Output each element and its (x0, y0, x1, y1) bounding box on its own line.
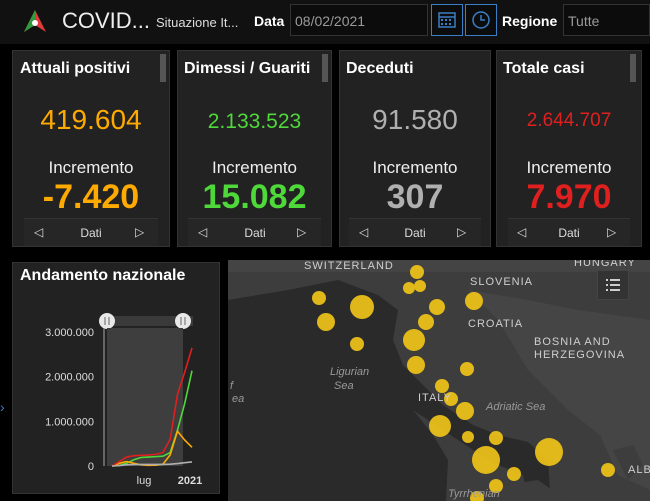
next-arrow-icon[interactable]: ▷ (457, 225, 467, 239)
prev-arrow-icon[interactable]: ◁ (198, 225, 208, 239)
card-increment-label: Incremento (48, 158, 134, 177)
map-label-italy: ITALY (418, 392, 452, 404)
card-pager: ◁ Dati ▷ (508, 218, 630, 246)
card-title: Totale casi (503, 60, 585, 77)
map-label-albania: ALBAN (628, 464, 650, 476)
x-tick-label: lug (137, 475, 152, 487)
prev-arrow-icon[interactable]: ◁ (517, 225, 527, 239)
card-title: Deceduti (346, 60, 414, 77)
calendar-icon (438, 12, 456, 28)
selected-range-shade (107, 328, 183, 466)
map-label-herzegovina: HERZEGOVINA (534, 349, 626, 361)
map-view[interactable]: SWITZERLAND SLOVENIA HUNGARY CROATIA BOS… (228, 260, 650, 501)
clock-icon (472, 11, 490, 29)
card-scrollbar[interactable] (160, 54, 166, 82)
map-label-ligurian: Ligurian (330, 366, 370, 378)
card-value: 2.133.523 (207, 110, 302, 133)
card-value: 419.604 (40, 104, 142, 135)
map-label-bosnia: BOSNIA AND (534, 336, 611, 348)
card-increment-label: Incremento (211, 158, 298, 177)
map-label-croatia: CROATIA (468, 318, 524, 330)
national-trend-chart[interactable]: 3.000.000 2.000.000 1.000.000 0 lug 2021 (12, 300, 220, 494)
legend-button[interactable] (597, 270, 629, 300)
map-label-ligurian-sea: Sea (334, 380, 354, 392)
y-tick-label: 0 (88, 461, 94, 473)
next-arrow-icon[interactable]: ▷ (297, 225, 307, 239)
case-bubbles[interactable] (312, 265, 615, 501)
map-canvas[interactable] (228, 260, 650, 501)
card-value: 2.644.707 (526, 110, 612, 131)
date-input[interactable]: 08/02/2021 (290, 4, 428, 36)
region-select[interactable]: Tutte (563, 4, 650, 36)
pager-label[interactable]: Dati (244, 226, 266, 240)
series-line-3 (111, 461, 193, 467)
map-label-switzerland: SWITZERLAND (304, 260, 394, 272)
region-label: Regione (502, 13, 558, 29)
chart-title: Andamento nazionale (20, 267, 186, 284)
x-tick-label: 2021 (178, 475, 202, 487)
card-title: Attuali positivi (20, 60, 131, 77)
card-totale-casi (496, 50, 642, 247)
card-deceduti (339, 50, 491, 247)
y-tick-label: 1.000.000 (45, 416, 94, 428)
card-dimessi-guariti (177, 50, 332, 247)
y-tick-label: 2.000.000 (45, 372, 94, 384)
map-label-tyrrhenian: Tyrrhenian (448, 488, 500, 500)
expand-arrow-icon[interactable]: › (0, 399, 5, 415)
series-line-0 (111, 370, 193, 467)
card-increment-label: Incremento (372, 158, 458, 177)
card-scrollbar[interactable] (630, 54, 636, 82)
y-tick-label: 3.000.000 (45, 327, 94, 339)
card-increment: 307 (386, 178, 444, 216)
map-label-fragment: f (230, 380, 234, 392)
range-slider-track[interactable] (108, 316, 193, 326)
time-button[interactable] (465, 4, 497, 36)
series-line-2 (111, 347, 193, 467)
app-subtitle: Situazione It... (156, 15, 239, 30)
pager-label[interactable]: Dati (404, 226, 426, 240)
card-increment-label: Incremento (526, 158, 612, 177)
italy-star-logo (24, 10, 46, 32)
card-increment: 7.970 (526, 178, 612, 216)
card-pager: ◁ Dati ▷ (349, 218, 481, 246)
map-label-fragment: ea (232, 393, 245, 405)
next-arrow-icon[interactable]: ▷ (135, 225, 145, 239)
pager-label[interactable]: Dati (80, 226, 102, 240)
card-pager: ◁ Dati ▷ (188, 218, 321, 246)
prev-arrow-icon[interactable]: ◁ (359, 225, 369, 239)
map-label-slovenia: SLOVENIA (470, 276, 534, 288)
card-scrollbar[interactable] (322, 54, 328, 82)
card-title: Dimessi / Guariti (184, 60, 311, 77)
card-pager: ◁ Dati ▷ (24, 218, 158, 246)
next-arrow-icon[interactable]: ▷ (607, 225, 617, 239)
calendar-button[interactable] (431, 4, 463, 36)
list-icon (606, 279, 620, 291)
card-value: 91.580 (372, 104, 458, 135)
map-label-hungary: HUNGARY (574, 260, 636, 269)
range-slider-right-handle[interactable] (175, 313, 191, 329)
card-increment: -7.420 (42, 178, 140, 216)
prev-arrow-icon[interactable]: ◁ (34, 225, 44, 239)
map-label-adriatic: Adriatic Sea (486, 401, 546, 413)
card-increment: 15.082 (202, 178, 307, 216)
app-title: COVID... (62, 8, 151, 33)
series-line-1 (111, 429, 193, 467)
date-label: Data (254, 13, 285, 29)
pager-label[interactable]: Dati (558, 226, 580, 240)
card-attuali-positivi (12, 50, 170, 247)
range-slider-left-handle[interactable] (99, 313, 115, 329)
